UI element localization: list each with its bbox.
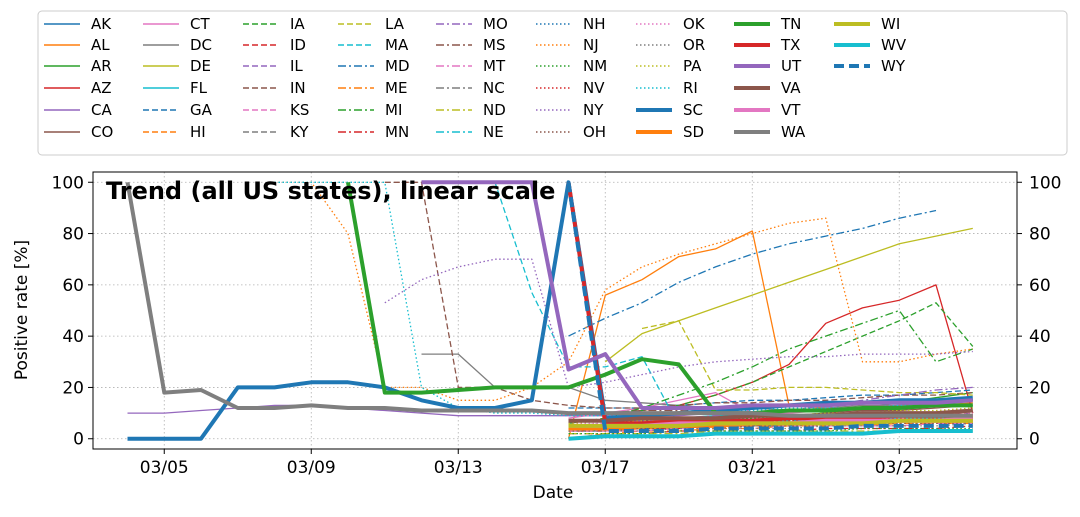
y-tick-label-left: 20 <box>62 378 84 398</box>
legend-label-wy: WY <box>881 57 906 75</box>
x-tick-label: 03/13 <box>434 458 483 478</box>
y-tick-label-right: 80 <box>1029 225 1051 245</box>
series-line-ut <box>421 180 973 410</box>
legend-label-wa: WA <box>781 123 806 141</box>
legend-label-ok: OK <box>683 15 706 33</box>
series-line-in <box>384 181 973 409</box>
legend-label-ne: NE <box>483 123 504 141</box>
legend-label-ks: KS <box>290 101 309 119</box>
legend-label-or: OR <box>683 36 705 54</box>
legend-label-il: IL <box>290 57 303 75</box>
legend-label-az: AZ <box>91 79 112 97</box>
legend-label-wv: WV <box>881 36 907 54</box>
legend-label-id: ID <box>290 36 306 54</box>
legend-label-in: IN <box>290 79 306 97</box>
legend-label-oh: OH <box>583 123 606 141</box>
legend-label-ia: IA <box>290 15 305 33</box>
legend-label-dc: DC <box>190 36 212 54</box>
legend-label-nd: ND <box>483 101 506 119</box>
y-tick-label-left: 100 <box>52 173 84 193</box>
series-line-tn <box>346 181 973 416</box>
y-tick-label-left: 80 <box>62 225 84 245</box>
chart-title: Trend (all US states), linear scale <box>106 177 555 205</box>
y-tick-label-left: 40 <box>62 327 84 347</box>
legend-label-pa: PA <box>683 57 702 75</box>
series-line-nm <box>568 427 973 435</box>
series-line-md <box>568 209 937 337</box>
y-tick-label-right: 40 <box>1029 327 1051 347</box>
legend-label-md: MD <box>385 57 410 75</box>
legend-label-me: ME <box>385 79 407 97</box>
legend-label-co: CO <box>91 123 113 141</box>
legend-label-ky: KY <box>290 123 309 141</box>
y-tick-label-right: 60 <box>1029 276 1051 296</box>
series-line-wa <box>125 181 973 418</box>
series-line-la <box>641 320 973 396</box>
series-line-mi <box>568 309 974 425</box>
x-tick-label: 03/25 <box>875 458 924 478</box>
legend: AK AL AR AZ CA CO CT DC DE FL GA HI IA ID IL IN KS KY LA MA… <box>44 15 907 141</box>
series-line-sc <box>127 180 973 441</box>
x-axis-label: Date <box>533 483 574 503</box>
series-lines <box>125 180 974 441</box>
legend-label-ms: MS <box>483 36 505 54</box>
legend-label-ga: GA <box>190 101 213 119</box>
legend-label-ny: NY <box>583 101 604 119</box>
x-tick-label: 03/17 <box>581 458 630 478</box>
legend-label-va: VA <box>781 79 801 97</box>
legend-label-nc: NC <box>483 79 505 97</box>
series-line-oh <box>568 422 973 432</box>
y-tick-label-right: 20 <box>1029 378 1051 398</box>
series-line-nv <box>568 417 973 427</box>
legend-label-nm: NM <box>583 57 607 75</box>
y-axis-label: Positive rate [%] <box>12 240 32 380</box>
legend-label-la: LA <box>385 15 405 33</box>
x-tick-label: 03/21 <box>728 458 777 478</box>
legend-label-al: AL <box>91 36 110 54</box>
legend-label-nv: NV <box>583 79 605 97</box>
y-tick-label-left: 0 <box>73 430 84 450</box>
legend-label-de: DE <box>190 57 211 75</box>
legend-label-nh: NH <box>583 15 606 33</box>
legend-label-mi: MI <box>385 101 402 119</box>
series-line-de <box>604 227 973 363</box>
legend-label-mo: MO <box>483 15 508 33</box>
legend-label-wi: WI <box>881 15 900 33</box>
series-line-mo <box>568 386 973 427</box>
axes: 0 0 20 20 40 40 60 60 80 80 100 100 03/05 03/09 03/13 0… <box>52 173 1062 478</box>
legend-frame <box>37 10 1068 156</box>
legend-label-sc: SC <box>683 101 703 119</box>
legend-label-ak: AK <box>91 15 112 33</box>
x-tick-label: 03/09 <box>287 458 336 478</box>
legend-label-tx: TX <box>780 36 800 54</box>
legend-label-ut: UT <box>781 57 802 75</box>
series-line-ri <box>274 181 973 417</box>
legend-label-vt: VT <box>781 101 801 119</box>
y-tick-label-right: 100 <box>1029 173 1061 193</box>
legend-label-mn: MN <box>385 123 409 141</box>
legend-label-ma: MA <box>385 36 409 54</box>
legend-label-mt: MT <box>483 57 506 75</box>
legend-label-ca: CA <box>91 101 112 119</box>
legend-label-nj: NJ <box>583 36 599 54</box>
series-line-nj <box>274 181 973 401</box>
series-line-az <box>568 284 974 417</box>
legend-label-ct: CT <box>190 15 210 33</box>
series-line-or <box>568 422 973 432</box>
series-line-wi <box>568 418 973 428</box>
legend-label-tn: TN <box>780 15 801 33</box>
series-line-pa <box>568 407 973 425</box>
x-tick-label: 03/05 <box>140 458 189 478</box>
y-tick-label-right: 0 <box>1029 430 1040 450</box>
legend-label-fl: FL <box>190 79 208 97</box>
plot-frame <box>92 171 1018 450</box>
legend-label-ri: RI <box>683 79 698 97</box>
legend-label-ar: AR <box>91 57 112 75</box>
series-line-wv <box>568 429 973 441</box>
legend-label-hi: HI <box>190 123 206 141</box>
y-tick-label-left: 60 <box>62 276 84 296</box>
legend-label-sd: SD <box>683 123 704 141</box>
